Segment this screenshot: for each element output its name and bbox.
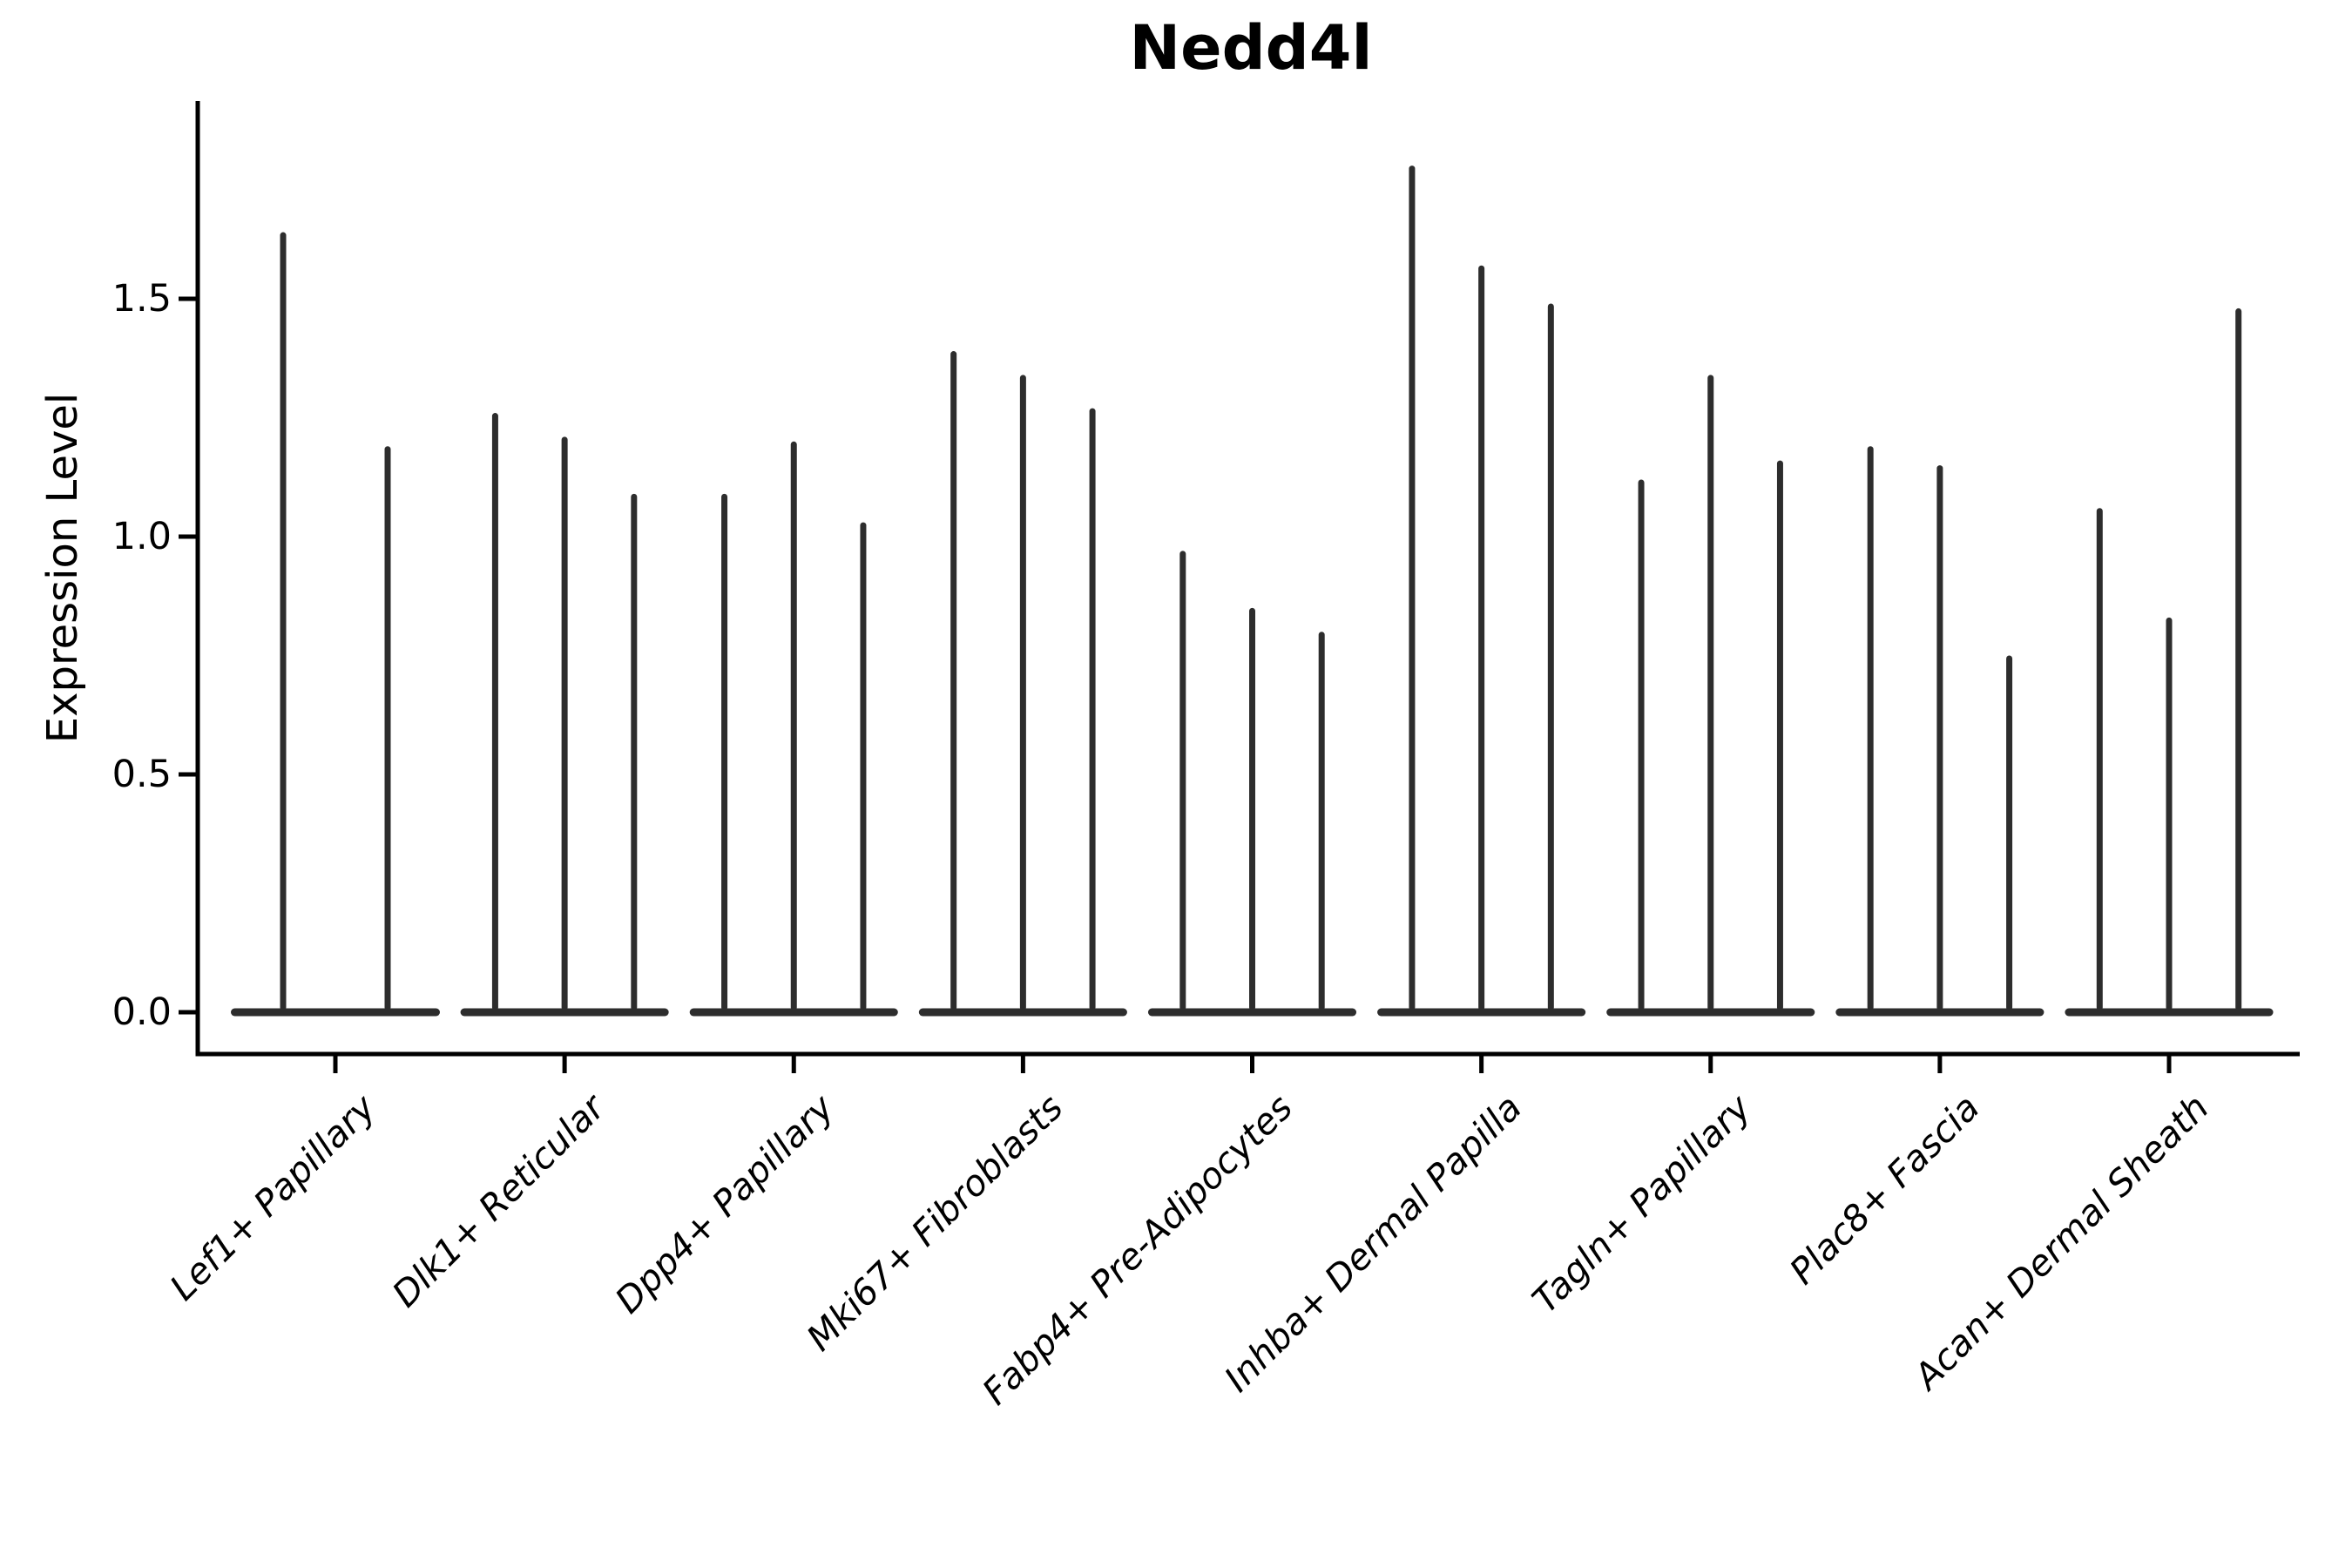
x-tick [1250,1054,1254,1073]
violin [1478,265,1485,1010]
violin [2235,308,2242,1010]
violin [721,493,728,1010]
violin [1179,551,1186,1010]
violin-body [918,1008,1127,1017]
y-tick-label: 0.5 [112,753,172,796]
chart-title: Nedd4l [1129,12,1373,84]
x-tick [562,1054,567,1073]
violin-body [1835,1008,2044,1017]
x-tick [1937,1054,1943,1073]
y-tick [179,772,198,777]
violin [561,436,568,1011]
y-tick-label: 1.0 [112,515,172,558]
violin [1867,446,1874,1010]
violin [384,446,391,1010]
violin [860,522,867,1010]
violin [2006,655,2013,1010]
violin [491,413,498,1010]
x-tick [333,1054,338,1073]
violin-body [1147,1008,1357,1017]
violin [1936,465,1943,1010]
y-tick [179,296,198,301]
y-tick [179,1010,198,1015]
violin [1318,632,1325,1010]
x-tick [1708,1054,1713,1073]
violin-body [1377,1008,1586,1017]
violin-body [1606,1008,1815,1017]
x-tick [791,1054,796,1073]
violin [1638,479,1645,1010]
x-tick [2166,1054,2172,1073]
violin [2096,508,2103,1010]
violin [950,351,957,1010]
violin [1776,460,1783,1010]
violin-body [689,1008,898,1017]
violin [280,232,287,1010]
violin [1249,607,1255,1010]
violin [1547,303,1554,1011]
violin-body [460,1008,669,1017]
violin [1707,375,1714,1010]
violin-body [231,1008,440,1017]
violin [2166,617,2173,1010]
x-axis-spine [195,1051,2300,1057]
violin [631,493,638,1010]
violin [1019,375,1026,1010]
violin [790,441,797,1010]
violin [1409,166,1416,1010]
x-tick [1479,1054,1484,1073]
violin [1089,408,1096,1011]
x-tick [1020,1054,1025,1073]
y-tick [179,534,198,539]
violin-body [2065,1008,2274,1017]
y-axis-spine [195,101,200,1057]
y-tick-label: 0.0 [112,990,172,1034]
y-axis-label: Expression Level [38,392,87,744]
y-tick-label: 1.5 [112,277,172,321]
